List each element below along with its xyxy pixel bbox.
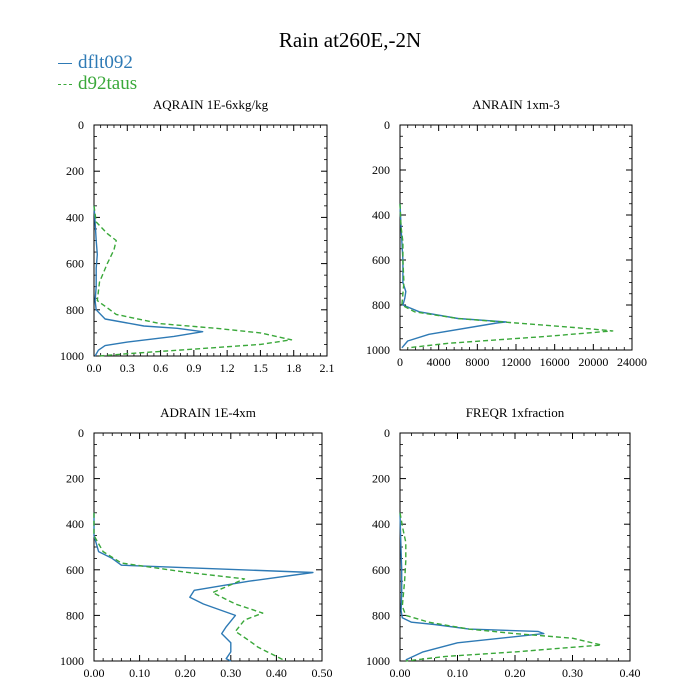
y-tick-label-0-3: 600 [66,257,84,271]
x-tick-label-3-0: 0.00 [390,666,411,680]
panel-frame-1 [399,124,633,351]
y-tick-label-2-0: 0 [78,426,84,440]
y-tick-label-1-1: 200 [372,163,390,177]
x-tick-label-2-3: 0.30 [220,666,241,680]
y-tick-label-2-4: 800 [66,608,84,622]
series-line-dflt092-2 [93,512,314,662]
x-tick-label-0-6: 1.8 [286,361,301,375]
y-tick-label-3-2: 400 [372,517,390,531]
x-tick-label-1-4: 16000 [540,355,570,369]
x-tick-label-1-1: 4000 [427,355,451,369]
panel-title-1: ANRAIN 1xm-3 [472,97,560,112]
y-tick-label-0-1: 200 [66,164,84,178]
panel-title-0: AQRAIN 1E-6xkg/kg [153,97,269,112]
x-tick-label-2-4: 0.40 [266,666,287,680]
y-tick-label-2-3: 600 [66,563,84,577]
y-tick-label-0-0: 0 [78,118,84,132]
x-tick-label-3-2: 0.20 [505,666,526,680]
y-tick-label-3-4: 800 [372,608,390,622]
legend-label-d92taus: d92taus [78,73,138,94]
y-tick-label-1-0: 0 [384,118,390,132]
x-tick-label-3-1: 0.10 [447,666,468,680]
x-tick-label-1-2: 8000 [465,355,489,369]
legend-swatch-dflt092 [58,63,72,64]
x-tick-label-1-6: 24000 [617,355,647,369]
y-tick-label-3-5: 1000 [366,654,390,668]
x-tick-label-3-3: 0.30 [562,666,583,680]
legend-item-d92taus: d92taus [58,73,137,94]
y-tick-label-0-4: 800 [66,303,84,317]
legend-swatch-d92taus [58,84,72,85]
main-title: Rain at260E,-2N [278,28,422,52]
x-tick-label-3-4: 0.40 [620,666,641,680]
x-tick-label-0-3: 0.9 [186,361,201,375]
y-tick-label-0-5: 1000 [60,349,84,363]
legend-label-dflt092: dflt092 [78,52,133,73]
x-tick-label-0-4: 1.2 [220,361,235,375]
x-tick-label-0-1: 0.3 [120,361,135,375]
y-tick-label-2-2: 400 [66,517,84,531]
y-tick-label-3-1: 200 [372,472,390,486]
series-line-dflt092-3 [399,512,545,661]
series-line-d92taus-1 [399,203,614,349]
y-tick-label-1-2: 400 [372,208,390,222]
x-tick-label-0-7: 2.1 [320,361,335,375]
x-tick-label-0-2: 0.6 [153,361,168,375]
series-line-d92taus-2 [93,512,286,662]
y-tick-label-3-3: 600 [372,563,390,577]
y-tick-label-2-1: 200 [66,472,84,486]
legend: dflt092 d92taus [58,52,137,94]
y-tick-label-3-0: 0 [384,426,390,440]
panel-frame-3 [399,432,631,662]
y-tick-label-1-3: 600 [372,253,390,267]
y-tick-label-1-4: 800 [372,298,390,312]
legend-item-dflt092: dflt092 [58,52,137,73]
y-tick-label-2-5: 1000 [60,654,84,668]
x-tick-label-2-1: 0.10 [129,666,150,680]
panel-frame-0 [93,124,328,357]
y-tick-label-0-2: 400 [66,210,84,224]
x-tick-label-1-0: 0 [397,355,403,369]
series-line-dflt092-0 [93,205,204,357]
x-tick-label-2-0: 0.00 [84,666,105,680]
y-tick-label-1-5: 1000 [366,343,390,357]
x-tick-label-0-0: 0.0 [87,361,102,375]
x-tick-label-0-5: 1.5 [253,361,268,375]
panel-frame-2 [93,432,323,662]
series-line-d92taus-0 [93,205,293,357]
x-tick-label-2-5: 0.50 [312,666,333,680]
x-tick-label-2-2: 0.20 [175,666,196,680]
x-tick-label-1-5: 20000 [578,355,608,369]
x-tick-label-1-3: 12000 [501,355,531,369]
panel-title-2: ADRAIN 1E-4xm [160,405,256,420]
panel-title-3: FREQR 1xfraction [466,405,565,420]
series-line-d92taus-3 [399,512,602,662]
series-line-dflt092-1 [399,203,507,349]
